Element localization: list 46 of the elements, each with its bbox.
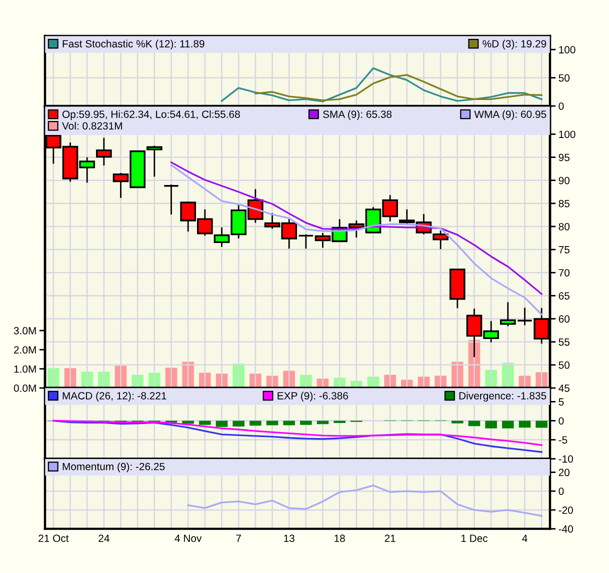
- y-tick-label: 0: [558, 102, 564, 110]
- x-tick-label: 1 Dec: [461, 534, 488, 542]
- legend-label: Vol: 0.8231M: [62, 122, 122, 130]
- legend-label: Fast Stochastic %K (12): 11.89: [62, 40, 204, 50]
- x-tick-label: 21: [384, 534, 396, 542]
- y-tick-label: 0: [558, 488, 564, 495]
- y-tick-label: 5: [558, 398, 564, 406]
- x-tick-label: 24: [98, 534, 110, 542]
- legend-label: MACD (26, 12): -8.221: [62, 392, 166, 402]
- legend-label: Op:59.95, Hi:62.34, Lo:54.61, Cl:55.68: [62, 110, 240, 120]
- legend-label: WMA (9): 60.95: [474, 110, 546, 120]
- y2-tick-label: 3.0M: [14, 327, 36, 334]
- y-tick-label: -10: [558, 455, 573, 463]
- y-tick-label: 45: [558, 384, 570, 392]
- y-tick-label: 90: [558, 176, 570, 184]
- legend-label: SMA (9): 65.38: [323, 110, 392, 120]
- y-tick-label: 50: [558, 361, 570, 369]
- legend-label: EXP (9): -6.386: [278, 392, 348, 402]
- y-tick-label: 20: [558, 468, 570, 476]
- x-tick-label: 4: [522, 534, 528, 542]
- y-tick-label: -5: [558, 436, 568, 444]
- y-tick-label: -40: [558, 525, 573, 533]
- legend-label: Divergence: -1.835: [459, 392, 546, 402]
- y-tick-label: 85: [558, 200, 570, 208]
- y-tick-label: 65: [558, 292, 570, 300]
- y2-tick-label: 0.0M: [14, 384, 36, 392]
- x-tick-label: 7: [236, 534, 241, 542]
- legend-label: Momentum (9): -26.25: [62, 462, 165, 472]
- y-tick-label: 75: [558, 246, 570, 254]
- y-tick-label: 0: [558, 417, 564, 425]
- legend-label: %D (3): 19.29: [482, 40, 546, 50]
- y-tick-label: 95: [558, 154, 570, 162]
- y-tick-label: 70: [558, 269, 570, 277]
- y-tick-label: 100: [559, 130, 576, 138]
- y-tick-label: 60: [558, 315, 570, 323]
- x-tick-label: 18: [334, 534, 345, 542]
- y2-tick-label: 2.0M: [14, 346, 36, 354]
- y2-tick-label: 1.0M: [14, 365, 36, 373]
- y-tick-label: -20: [558, 506, 573, 514]
- x-tick-label: 4 Nov: [174, 534, 202, 542]
- y-tick-label: 80: [558, 222, 570, 230]
- y-tick-label: 100: [559, 46, 576, 54]
- y-tick-label: 50: [558, 74, 570, 82]
- x-tick-label: 13: [284, 534, 294, 542]
- x-tick-label: 21 Oct: [38, 534, 69, 542]
- y-tick-label: 55: [558, 338, 570, 346]
